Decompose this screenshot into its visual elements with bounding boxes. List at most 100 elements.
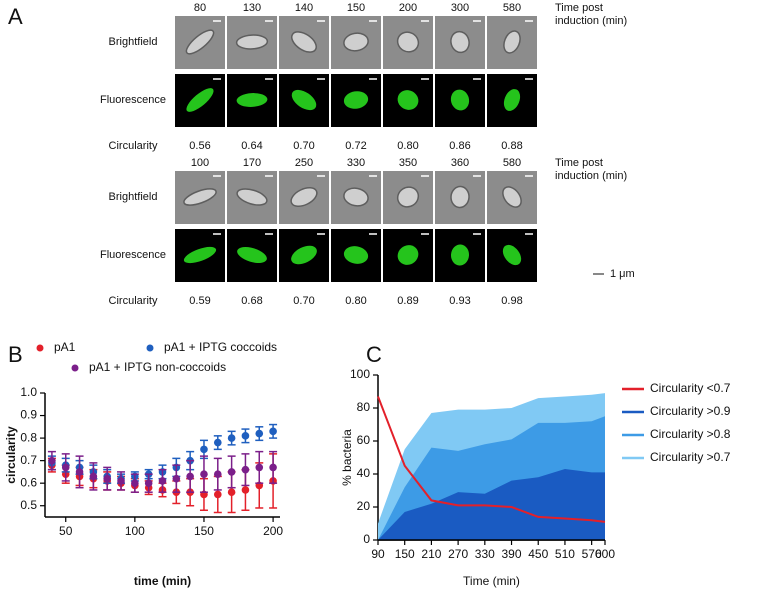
circularity-value: 0.86: [449, 140, 470, 152]
x-axis-label: Time (min): [463, 574, 520, 588]
time-label: 330: [347, 157, 365, 169]
cell-fluorescence: [183, 246, 217, 264]
point: [227, 434, 236, 442]
x-tick-label: 270: [448, 547, 468, 561]
time-label: 580: [503, 2, 521, 14]
cell-fluorescence: [450, 244, 470, 266]
point: [227, 488, 236, 497]
time-header: Time post: [555, 157, 603, 169]
cell-brightfield: [291, 31, 317, 53]
legend-marker: [71, 364, 79, 372]
circularity-value: 0.64: [241, 140, 262, 152]
cell-brightfield: [235, 34, 269, 50]
point: [158, 477, 167, 485]
circularity-value: 0.98: [501, 295, 522, 307]
point: [200, 470, 208, 478]
cell-brightfield: [183, 188, 217, 206]
time-label: 200: [399, 2, 417, 14]
time-label: 100: [191, 157, 209, 169]
circularity-value: 0.88: [501, 140, 522, 152]
point: [186, 472, 194, 481]
x-tick-label: 50: [59, 524, 73, 538]
x-tick-label: 90: [371, 547, 385, 561]
cell-brightfield: [450, 185, 470, 209]
point: [200, 445, 208, 454]
legend-label: pA1 + IPTG coccoids: [164, 340, 277, 354]
y-tick-label: 80: [357, 400, 371, 414]
time-label: 170: [243, 157, 261, 169]
cell-brightfield: [450, 30, 470, 54]
point: [117, 477, 125, 485]
circularity-value: 0.56: [189, 140, 210, 152]
row-label: Fluorescence: [100, 249, 166, 261]
circularity-value: 0.70: [293, 140, 314, 152]
x-tick-label: 150: [395, 547, 415, 561]
circularity-value: 0.59: [189, 295, 210, 307]
circularity-value: 0.70: [293, 295, 314, 307]
row-label: Circularity: [109, 140, 158, 152]
point: [241, 486, 250, 494]
circularity-value: 0.93: [449, 295, 470, 307]
line: [377, 396, 606, 523]
time-label: 250: [295, 157, 313, 169]
x-tick-label: 570: [582, 547, 602, 561]
y-tick-label: 0.5: [20, 498, 37, 512]
circularity-value: 0.89: [397, 295, 418, 307]
y-tick-label: 20: [357, 499, 371, 513]
y-tick-label: 60: [357, 433, 371, 447]
point: [213, 470, 222, 478]
point: [48, 456, 56, 465]
cell-brightfield: [503, 30, 521, 54]
cell-fluorescence: [237, 247, 267, 263]
x-tick-label: 210: [421, 547, 441, 561]
x-tick-label: 200: [263, 524, 283, 538]
cell-fluorescence: [186, 88, 214, 112]
panel-label: B: [8, 342, 23, 367]
y-tick-label: 0: [363, 532, 370, 546]
point: [144, 479, 153, 487]
cell-brightfield: [290, 186, 318, 208]
cell-fluorescence: [502, 244, 522, 266]
legend-label: Circularity >0.8: [650, 427, 731, 441]
time-label: 130: [243, 2, 261, 14]
cell-fluorescence: [343, 91, 369, 109]
point: [89, 472, 98, 481]
cell-fluorescence: [291, 245, 317, 265]
cell-fluorescence: [291, 89, 317, 111]
x-tick-label: 150: [194, 524, 214, 538]
time-header: induction (min): [555, 170, 627, 182]
x-tick-label: 390: [502, 547, 522, 561]
row-label: Circularity: [109, 295, 158, 307]
row-label: Brightfield: [109, 191, 158, 203]
time-label: 150: [347, 2, 365, 14]
x-tick-label: 330: [475, 547, 495, 561]
circularity-value: 0.80: [345, 295, 366, 307]
point: [227, 468, 236, 476]
point: [269, 463, 277, 472]
circularity-value: 0.80: [397, 140, 418, 152]
x-tick-label: 100: [125, 524, 145, 538]
legend-marker: [146, 344, 154, 352]
legend-label: pA1 + IPTG non-coccoids: [89, 360, 226, 374]
x-axis-label: time (min): [134, 574, 191, 588]
circularity-value: 0.68: [241, 295, 262, 307]
point: [241, 465, 250, 474]
cell-brightfield: [396, 186, 420, 208]
point: [269, 427, 277, 436]
y-axis-label: % bacteria: [340, 429, 354, 486]
x-tick-label: 450: [528, 547, 548, 561]
time-header: Time post: [555, 2, 603, 14]
panel-label: A: [8, 4, 23, 29]
point: [255, 429, 264, 438]
x-tick-label: 510: [555, 547, 575, 561]
y-tick-label: 100: [350, 367, 370, 381]
point: [75, 468, 84, 476]
y-tick-label: 0.6: [20, 475, 37, 489]
legend-label: pA1: [54, 340, 76, 354]
x-tick-label: 600: [595, 547, 615, 561]
cell-fluorescence: [503, 89, 521, 111]
panel-label: C: [366, 342, 382, 367]
y-tick-label: 40: [357, 466, 371, 480]
time-label: 140: [295, 2, 313, 14]
